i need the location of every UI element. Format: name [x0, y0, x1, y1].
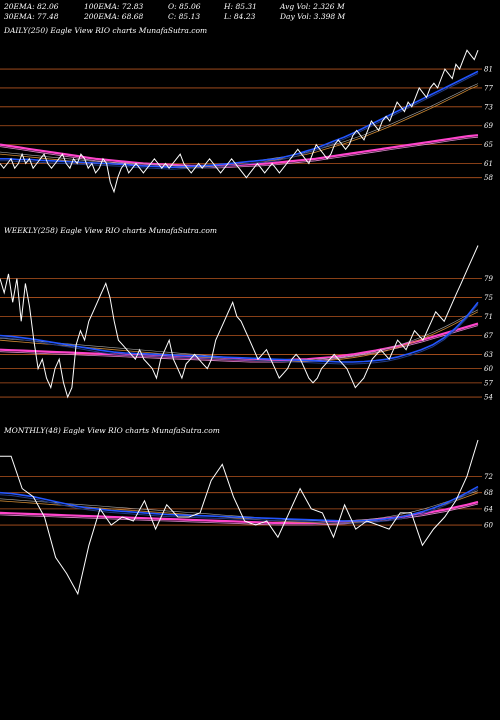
weekly-chart: 79 75 71 67 63 60 57 54 — [0, 245, 493, 402]
weekly-tick-label-67: 67 — [484, 332, 493, 340]
weekly-tick-label-79: 79 — [484, 275, 493, 283]
daily-ema-short-line — [0, 70, 479, 169]
monthly-chart-title: MONTHLY(48) Eagle View RIO charts Munafa… — [4, 426, 220, 435]
low-stat: L: 84.23 — [224, 12, 256, 21]
daily-tick-label-58: 58 — [484, 174, 493, 182]
stats-row-1: 20EMA: 82.06 100EMA: 72.83 O: 85.06 H: 85.3… — [4, 2, 345, 12]
weekly-tick-label-71: 71 — [484, 313, 493, 321]
weekly-chart-title: WEEKLY(258) Eagle View RIO charts Munafa… — [4, 226, 217, 235]
monthly-price-line — [0, 439, 479, 596]
monthly-tick-label-64: 64 — [484, 505, 493, 513]
monthly-tick-label-60: 60 — [484, 522, 493, 530]
daily-ema-short-band-line — [0, 72, 479, 170]
daily-tick-label-69: 69 — [484, 122, 493, 130]
daily-tick-label-81: 81 — [484, 66, 493, 74]
daily-tick-label-77: 77 — [484, 84, 493, 92]
monthly-ema-short-line — [0, 485, 479, 522]
daily-chart-title: DAILY(250) Eagle View RIO charts MunafaS… — [4, 26, 208, 35]
monthly-tick-label-72: 72 — [484, 473, 493, 481]
daily-tick-label-65: 65 — [484, 141, 493, 149]
day-vol-stat: Day Vol: 3.398 M — [280, 12, 346, 21]
ema30-stat: 30EMA: 77.48 — [4, 12, 59, 21]
daily-ema-mid-band-line — [0, 83, 479, 167]
monthly-chart: 72 68 64 60 — [0, 439, 493, 596]
weekly-price-line — [0, 245, 479, 399]
avg-vol-stat: Avg Vol: 2.326 M — [280, 2, 345, 11]
monthly-ema-short-band-line — [0, 488, 479, 524]
ema20-stat: 20EMA: 82.06 — [4, 2, 59, 11]
ema100-stat: 100EMA: 72.83 — [84, 2, 144, 11]
weekly-tick-label-63: 63 — [484, 351, 493, 359]
weekly-tick-label-57: 57 — [484, 379, 493, 387]
open-stat: O: 85.06 — [168, 2, 201, 11]
high-stat: H: 85.31 — [224, 2, 257, 11]
weekly-tick-label-75: 75 — [484, 294, 493, 302]
daily-tick-label-73: 73 — [484, 103, 493, 111]
weekly-ema-short-line — [0, 301, 479, 363]
stats-header: 20EMA: 82.06 100EMA: 72.83 O: 85.06 H: 85.3… — [4, 2, 345, 22]
daily-tick-label-61: 61 — [484, 160, 493, 168]
daily-chart: 81 77 73 69 65 61 58 — [0, 49, 493, 194]
daily-price-line — [0, 49, 479, 194]
stats-row-2: 30EMA: 77.48 200EMA: 68.68 C: 85.13 L: 84.2… — [4, 12, 345, 22]
weekly-ema-short-band-line — [0, 303, 479, 365]
monthly-tick-label-68: 68 — [484, 489, 493, 497]
weekly-tick-label-60: 60 — [484, 365, 493, 373]
weekly-tick-label-54: 54 — [484, 394, 493, 402]
weekly-ema-long-band-line — [0, 325, 479, 363]
ema200-stat: 200EMA: 68.68 — [84, 12, 144, 21]
close-stat: C: 85.13 — [168, 12, 201, 21]
